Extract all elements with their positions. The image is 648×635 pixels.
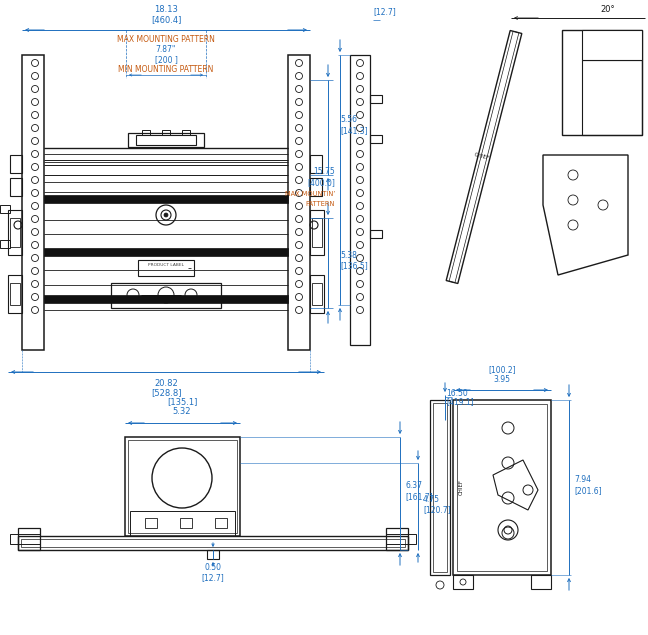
Bar [44, 248, 288, 256]
Bar [0, 205, 10, 213]
Bar [386, 534, 416, 544]
Bar [145, 518, 157, 528]
Text: 3.95: 3.95 [494, 375, 511, 385]
Bar [310, 275, 324, 313]
Text: 18.13: 18.13 [154, 6, 178, 15]
Bar [8, 210, 22, 255]
Bar [310, 210, 324, 255]
Bar [531, 575, 551, 589]
Bar [288, 55, 310, 350]
Bar [142, 130, 150, 135]
Bar [453, 400, 551, 575]
Text: [161.7]: [161.7] [405, 493, 433, 502]
Text: [460.4]: [460.4] [151, 15, 181, 25]
Text: 0.50: 0.50 [205, 563, 222, 573]
Bar [433, 403, 447, 572]
Bar [10, 178, 22, 196]
Text: 6.37: 6.37 [405, 481, 422, 490]
Bar [430, 400, 450, 575]
Polygon shape [446, 30, 522, 283]
Bar [44, 195, 288, 203]
Bar [180, 518, 192, 528]
Bar [8, 275, 22, 313]
Circle shape [164, 213, 168, 217]
Bar [582, 30, 642, 60]
Bar [386, 528, 408, 550]
Text: MAX MOUNTING PATTERN: MAX MOUNTING PATTERN [117, 36, 215, 44]
Text: MAX MOUNTIN’: MAX MOUNTIN’ [284, 191, 335, 197]
Text: [100.2]: [100.2] [488, 366, 516, 375]
Text: [528.8]: [528.8] [151, 389, 181, 398]
Bar [312, 218, 322, 247]
Bar [162, 130, 170, 135]
Bar [582, 60, 642, 135]
Text: PRODUCT LABEL: PRODUCT LABEL [148, 263, 184, 267]
Text: CHIEF: CHIEF [474, 152, 491, 161]
Text: 7.87": 7.87" [156, 46, 176, 55]
Text: CHIEF: CHIEF [459, 479, 463, 495]
Bar [130, 511, 235, 536]
Text: [201.6]: [201.6] [574, 486, 601, 495]
Polygon shape [543, 155, 628, 275]
Text: [12.7]: [12.7] [202, 573, 224, 582]
Text: 20.82: 20.82 [154, 378, 178, 387]
Text: [200 ]: [200 ] [155, 55, 178, 65]
Bar [21, 539, 405, 547]
Bar [128, 440, 237, 533]
Bar [370, 230, 382, 238]
Bar [310, 178, 322, 196]
Bar [350, 55, 370, 345]
Bar [18, 528, 40, 550]
Text: MIN MOUNTING PATTERN: MIN MOUNTING PATTERN [119, 65, 214, 74]
Bar [310, 155, 322, 173]
Text: [400.0]: [400.0] [307, 178, 335, 187]
Bar [128, 133, 204, 147]
Bar [0, 240, 10, 248]
Text: 4.75: 4.75 [423, 495, 440, 504]
Bar [125, 437, 240, 536]
Text: 5.56: 5.56 [340, 116, 357, 124]
Bar [136, 135, 196, 145]
Bar [215, 518, 227, 528]
Text: [12.7]: [12.7] [373, 8, 396, 17]
Text: [135.1]: [135.1] [167, 398, 197, 406]
Bar [22, 55, 44, 350]
Bar [207, 550, 219, 559]
Bar [182, 130, 190, 135]
Text: 16.50: 16.50 [446, 389, 468, 398]
Bar [370, 135, 382, 143]
Bar [10, 534, 40, 544]
Bar [370, 95, 382, 103]
Text: PATTERN: PATTERN [306, 201, 335, 207]
Bar [562, 30, 642, 135]
Text: [141.3]: [141.3] [340, 126, 367, 135]
Text: 7.94: 7.94 [574, 476, 591, 485]
Bar [111, 283, 221, 308]
Bar [44, 295, 288, 303]
Text: [120.7]: [120.7] [423, 505, 450, 514]
Bar [10, 283, 20, 305]
Bar [138, 260, 194, 276]
Bar [18, 536, 408, 550]
Bar [10, 218, 20, 247]
Text: [419.1]: [419.1] [446, 398, 474, 406]
Bar [453, 575, 473, 589]
Text: [136.5]: [136.5] [340, 262, 368, 271]
Text: 5.32: 5.32 [173, 406, 191, 415]
Bar [10, 155, 22, 173]
Bar [312, 283, 322, 305]
Text: 15.75: 15.75 [313, 168, 335, 177]
Bar [457, 404, 547, 571]
Text: 5.38: 5.38 [340, 250, 357, 260]
Text: 20°: 20° [600, 6, 614, 15]
